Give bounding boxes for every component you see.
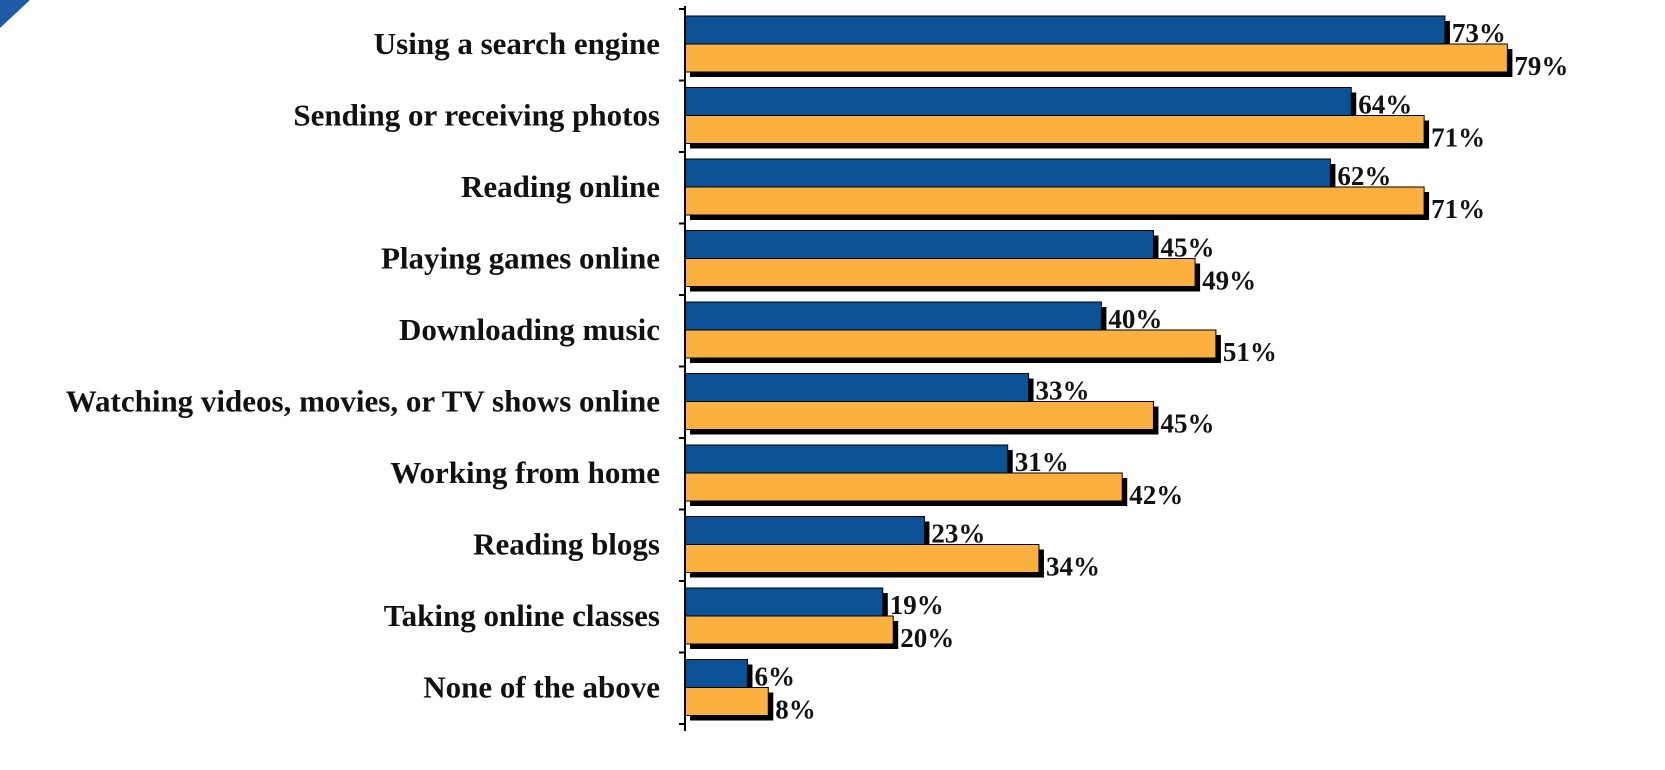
bar-series-1 [684,516,925,545]
category-label: Taking online classes [384,598,660,633]
category-label: Working from home [390,455,660,490]
chart-row: Sending or receiving photos 64% 71% [293,87,1485,153]
bar-series-2 [684,186,1425,216]
category-label: Reading blogs [473,527,660,562]
bar-series-2 [684,329,1217,359]
chart-row: Downloading music 40% 51% [399,301,1277,367]
chart-row: Working from home 31% 42% [390,444,1183,510]
bar-series-1 [684,158,1331,188]
value-label: 8% [775,695,816,725]
bar-series-2 [684,472,1123,502]
bar-series-1 [684,444,1009,474]
value-label: 62% [1337,161,1391,191]
bar-series-1 [684,301,1102,331]
value-label: 42% [1129,480,1183,510]
category-label: Reading online [461,169,660,204]
chart-row: None of the above 6%8% [423,659,816,725]
bar-series-2 [684,687,769,716]
chart-row: Using a search engine 73% 79% [374,15,1568,81]
bar-series-1 [684,15,1446,45]
bar-series-1 [684,659,748,688]
value-label: 40% [1108,304,1162,334]
chart-rows: Using a search engine 73% 79% Sending or re… [66,15,1568,725]
bar-series-1 [684,587,884,617]
bar-series-2 [684,43,1508,73]
bar-series-1 [684,373,1030,402]
value-label: 45% [1160,409,1214,439]
category-label: Watching videos, movies, or TV shows onl… [66,384,660,419]
value-label: 51% [1223,337,1277,367]
value-label: 64% [1358,90,1412,120]
chart-row: Reading online 62% 71% [461,158,1485,224]
chart-axis [679,6,686,731]
chart-row: Playing games online 45%49% [381,230,1256,296]
bar-series-2 [684,544,1040,573]
category-label: None of the above [423,670,660,705]
bar-series-2 [684,401,1154,430]
value-label: 71% [1431,123,1485,153]
value-label: 34% [1046,552,1100,582]
value-label: 6% [754,662,795,692]
bar-series-1 [684,230,1154,259]
value-label: 71% [1431,194,1485,224]
bar-series-2 [684,258,1196,287]
category-label: Playing games online [381,241,660,276]
bar-series-2 [684,615,894,645]
category-label: Sending or receiving photos [293,98,660,133]
corner-accent-shape [0,0,30,28]
value-label: 20% [900,623,954,653]
value-label: 45% [1160,233,1214,263]
value-label: 79% [1514,51,1568,81]
value-label: 31% [1015,447,1069,477]
category-label: Downloading music [399,312,660,347]
chart-row: Taking online classes 19%20% [384,587,954,653]
bar-series-1 [684,87,1352,116]
value-label: 33% [1036,376,1090,406]
value-label: 73% [1452,18,1506,48]
chart-row: Reading blogs 23% 34% [473,516,1100,582]
chart-row: Watching videos, movies, or TV shows onl… [66,373,1214,439]
value-label: 49% [1202,266,1256,296]
value-label: 19% [890,590,944,620]
bar-series-2 [684,115,1425,144]
category-label: Using a search engine [374,26,660,61]
value-label: 23% [931,519,985,549]
